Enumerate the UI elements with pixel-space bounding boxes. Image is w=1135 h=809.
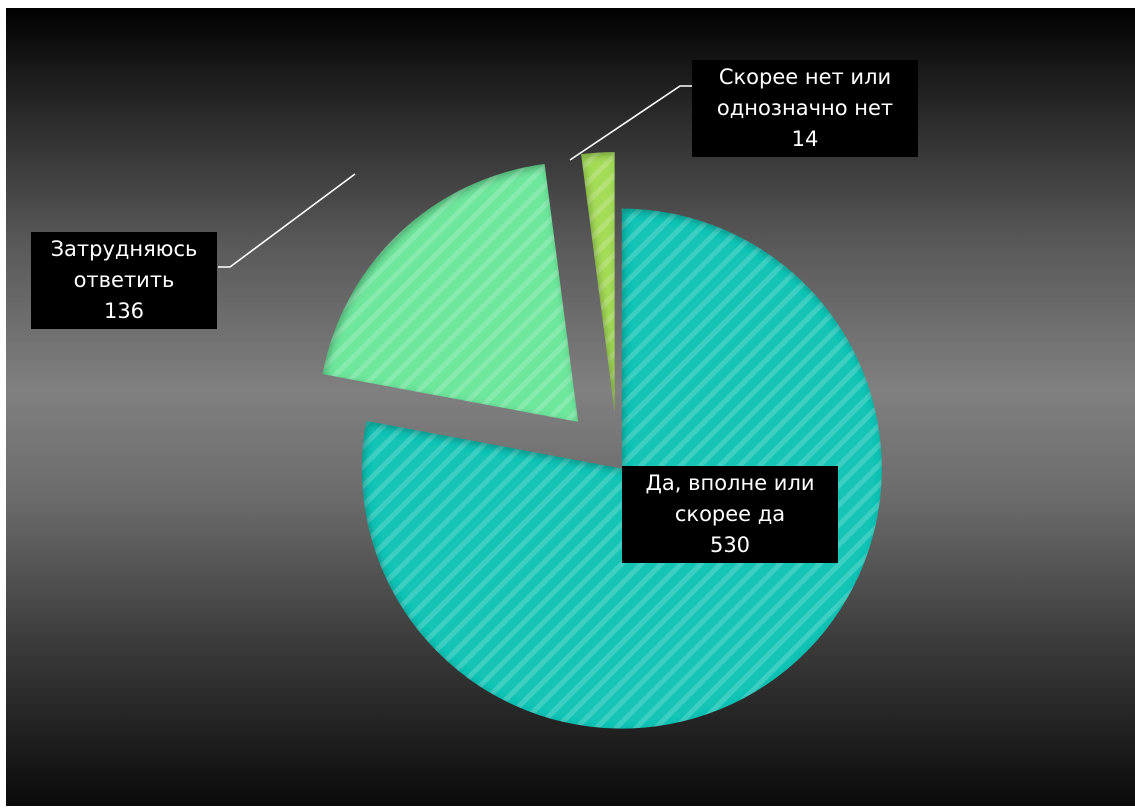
slice-label-unsure-line2: ответить (73, 268, 175, 292)
slice-label-no-line1: Скорее нет или (718, 65, 892, 89)
slice-label-yes-value: 530 (709, 533, 751, 557)
slice-label-no: Скорее нет или однозначно нет 14 (692, 60, 918, 157)
slice-label-yes-line1: Да, вполне или (645, 471, 815, 495)
slice-unsure (322, 164, 579, 422)
leader-line-slice-unsure (218, 173, 356, 268)
chart-area: Да, вполне или скорее да 530 Затрудняюсь… (6, 8, 1135, 806)
slice-label-no-value: 14 (791, 127, 819, 151)
slice-label-yes: Да, вполне или скорее да 530 (622, 466, 838, 563)
slice-label-no-line2: однозначно нет (716, 96, 894, 120)
slice-label-yes-line2: скорее да (674, 502, 786, 526)
pie-chart (218, 85, 882, 729)
leader-line-slice-no (569, 85, 692, 161)
slice-yes (361, 208, 882, 729)
slice-no (581, 152, 615, 413)
slice-label-unsure-value: 136 (103, 299, 145, 323)
slice-label-unsure: Затрудняюсь ответить 136 (31, 232, 217, 329)
slice-label-unsure-line1: Затрудняюсь (50, 237, 198, 261)
